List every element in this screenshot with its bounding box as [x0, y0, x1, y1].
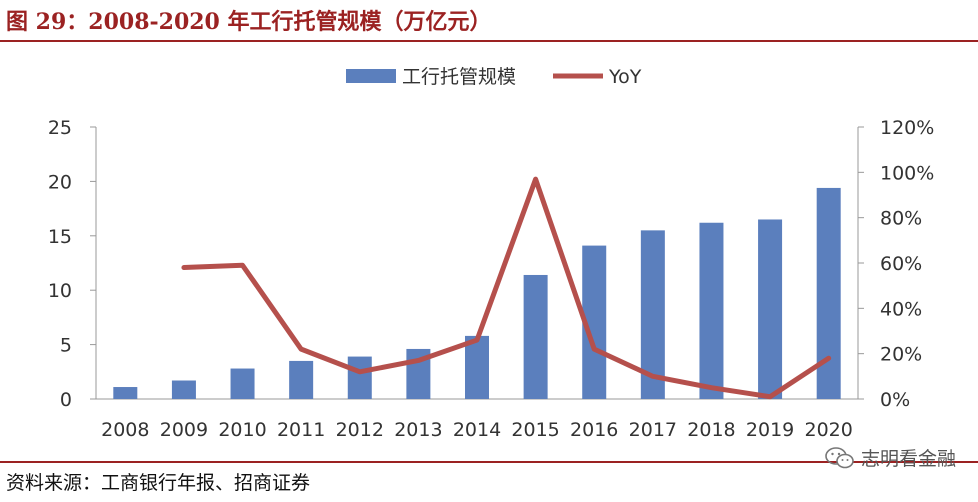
watermark: 志明看金融 [825, 444, 956, 471]
yoy-line [181, 176, 832, 400]
legend: 工行托管规模 YoY [346, 66, 642, 88]
right-tick-label: 0% [880, 389, 910, 411]
x-tick-label: 2012 [336, 419, 384, 441]
x-tick-label: 2015 [511, 419, 559, 441]
chart-title: 图 29：2008-2020 年工行托管规模（万亿元） [6, 9, 492, 35]
watermark-text: 志明看金融 [860, 448, 956, 470]
x-tick-label: 2014 [453, 419, 501, 441]
x-tick-label: 2013 [394, 419, 442, 441]
left-tick-label: 0 [60, 389, 72, 411]
x-tick-label: 2008 [101, 419, 149, 441]
right-tick-label: 80% [880, 208, 922, 230]
bar-2020 [816, 187, 841, 399]
legend-line-label: YoY [608, 66, 642, 88]
right-tick-label: 40% [880, 298, 922, 320]
legend-bar-label: 工行托管规模 [402, 66, 516, 88]
left-tick-label: 10 [48, 280, 72, 302]
bar-2010 [230, 368, 255, 399]
chart-area: 工行托管规模 YoY 0 5 10 15 20 25 0% 20% 40% 60% 80% 100% 12… [48, 66, 935, 441]
left-tick-label: 15 [48, 226, 72, 248]
x-axis-labels: 2008 2009 2010 2011 2012 2013 2014 2015 2016 2017… [101, 419, 853, 441]
bar-2011 [289, 360, 314, 399]
bar-series [113, 187, 841, 399]
x-tick-label: 2010 [218, 419, 266, 441]
x-tick-label: 2017 [629, 419, 677, 441]
bar-2015 [523, 274, 548, 399]
bar-2014 [465, 335, 489, 399]
bar-2012 [347, 356, 372, 399]
right-tick-label: 60% [880, 253, 922, 275]
bar-2019 [758, 219, 783, 399]
footer-divider [0, 461, 978, 463]
x-tick-label: 2011 [277, 419, 325, 441]
x-tick-label: 2019 [746, 419, 794, 441]
x-tick-label: 2020 [805, 419, 853, 441]
line-series [181, 176, 832, 400]
legend-bar-swatch [346, 69, 396, 83]
axes: 0 5 10 15 20 25 0% 20% 40% 60% 80% 100% 120% [48, 117, 935, 411]
title-divider [0, 40, 978, 42]
bar-2008 [113, 387, 138, 399]
bar-2018 [699, 222, 724, 399]
left-tick-label: 25 [48, 117, 72, 139]
x-tick-label: 2016 [570, 419, 618, 441]
left-tick-label: 20 [48, 171, 72, 193]
right-tick-label: 120% [880, 117, 934, 139]
bar-2009 [171, 380, 196, 399]
x-tick-label: 2009 [160, 419, 208, 441]
x-tick-label: 2018 [687, 419, 735, 441]
left-tick-label: 5 [60, 335, 72, 357]
source-note: 资料来源：工商银行年报、招商证券 [6, 472, 311, 494]
wechat-icon [825, 446, 854, 468]
right-tick-label: 100% [880, 162, 934, 184]
right-tick-label: 20% [880, 344, 922, 366]
